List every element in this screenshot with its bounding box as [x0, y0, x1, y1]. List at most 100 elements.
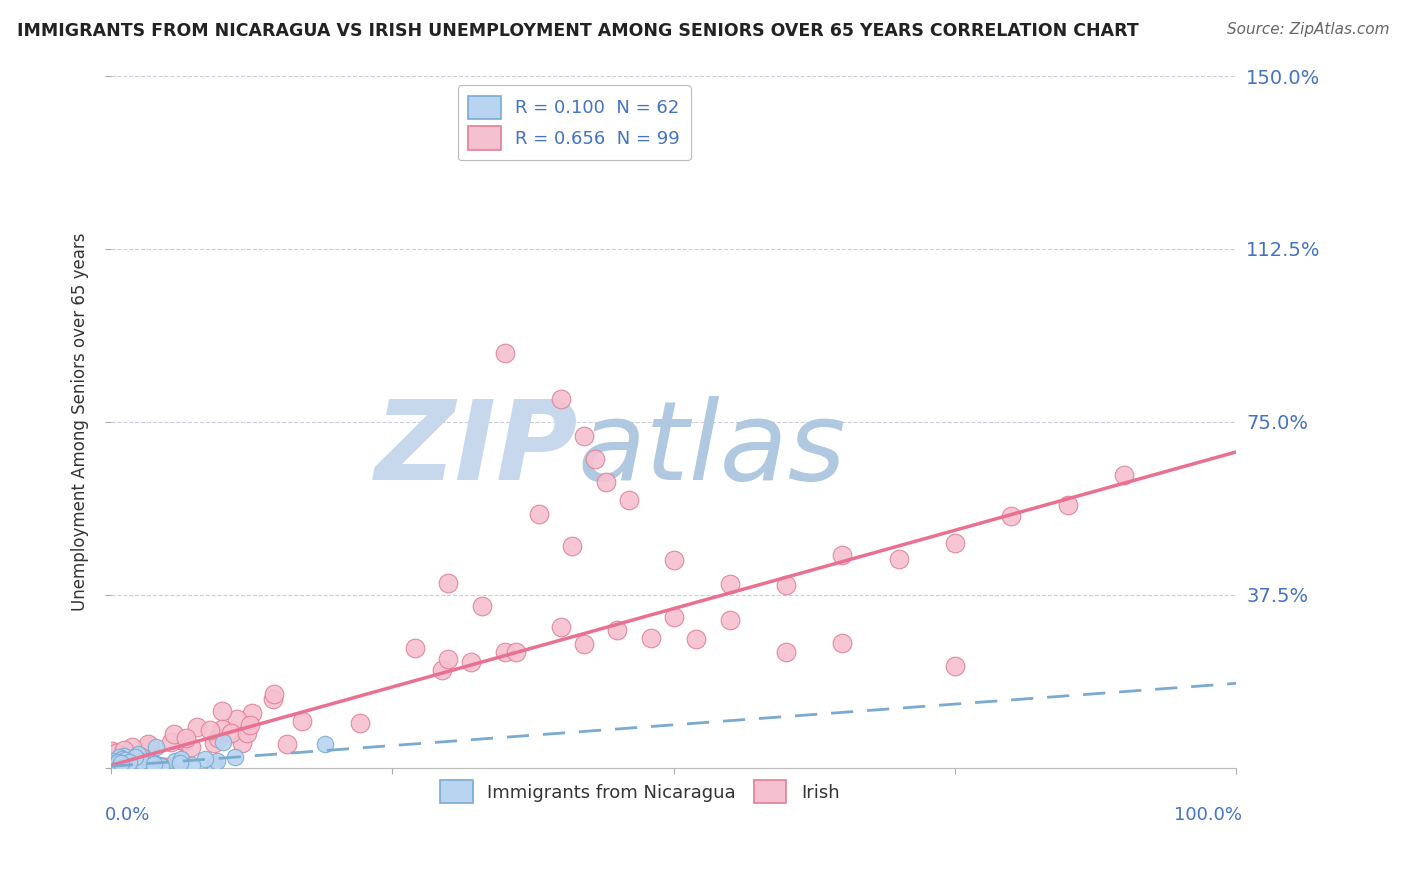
Point [112, 747, 135, 762]
Point [550, 392, 572, 406]
Point [775, 578, 797, 592]
Point [640, 631, 662, 645]
Point [104, 747, 127, 761]
Point [111, 752, 134, 766]
Point [831, 548, 853, 562]
Point [141, 760, 163, 774]
Point [129, 760, 152, 774]
Point [186, 720, 208, 734]
Point [127, 760, 149, 774]
Point [200, 723, 222, 737]
Point [169, 756, 191, 771]
Point [104, 760, 127, 774]
Point [160, 735, 183, 749]
Point [111, 758, 134, 772]
Point [108, 760, 131, 774]
Point [170, 754, 193, 768]
Point [150, 760, 173, 774]
Point [111, 759, 134, 773]
Point [110, 755, 132, 769]
Point [110, 760, 132, 774]
Point [572, 428, 595, 442]
Point [104, 757, 127, 772]
Point [127, 747, 149, 762]
Point [239, 718, 262, 732]
Point [136, 760, 159, 774]
Point [231, 735, 253, 749]
Point [103, 745, 125, 759]
Point [121, 760, 143, 774]
Point [349, 716, 371, 731]
Point [105, 758, 128, 772]
Point [118, 759, 141, 773]
Point [114, 760, 136, 774]
Point [437, 576, 460, 591]
Point [124, 749, 146, 764]
Point [107, 760, 129, 774]
Point [775, 645, 797, 659]
Point [105, 759, 128, 773]
Point [561, 540, 583, 554]
Point [121, 757, 143, 772]
Point [194, 752, 217, 766]
Point [172, 733, 194, 747]
Point [527, 507, 550, 521]
Point [112, 748, 135, 763]
Point [437, 652, 460, 666]
Point [157, 760, 180, 774]
Point [662, 609, 685, 624]
Point [207, 731, 229, 745]
Text: atlas: atlas [578, 396, 846, 503]
Point [460, 655, 482, 669]
Point [101, 760, 124, 774]
Point [169, 756, 191, 771]
Point [262, 691, 284, 706]
Legend: Immigrants from Nicaragua, Irish: Immigrants from Nicaragua, Irish [433, 772, 846, 811]
Point [290, 714, 312, 729]
Point [550, 620, 572, 634]
Point [276, 737, 298, 751]
Point [212, 735, 235, 749]
Point [181, 758, 204, 772]
Point [617, 493, 640, 508]
Point [430, 663, 453, 677]
Point [107, 756, 129, 771]
Point [103, 760, 125, 774]
Point [101, 754, 124, 768]
Point [125, 759, 148, 773]
Point [107, 755, 129, 769]
Point [831, 636, 853, 650]
Point [314, 737, 336, 751]
Point [595, 475, 617, 489]
Point [112, 760, 135, 774]
Point [173, 734, 195, 748]
Point [112, 743, 135, 757]
Point [225, 712, 247, 726]
Point [101, 756, 124, 770]
Point [494, 345, 516, 359]
Point [122, 760, 145, 774]
Point [224, 750, 246, 764]
Point [142, 757, 165, 772]
Point [205, 754, 228, 768]
Point [105, 760, 128, 774]
Point [150, 760, 173, 774]
Point [718, 613, 741, 627]
Point [163, 727, 186, 741]
Point [505, 645, 527, 659]
Point [139, 739, 162, 754]
Point [149, 760, 172, 774]
Point [118, 756, 141, 770]
Point [104, 756, 127, 771]
Point [115, 757, 138, 772]
Text: 0.0%: 0.0% [105, 805, 150, 823]
Point [152, 760, 174, 774]
Point [101, 760, 124, 774]
Point [202, 757, 225, 772]
Point [111, 750, 134, 764]
Point [104, 759, 127, 773]
Point [118, 751, 141, 765]
Point [240, 706, 263, 721]
Point [110, 758, 132, 772]
Point [141, 753, 163, 767]
